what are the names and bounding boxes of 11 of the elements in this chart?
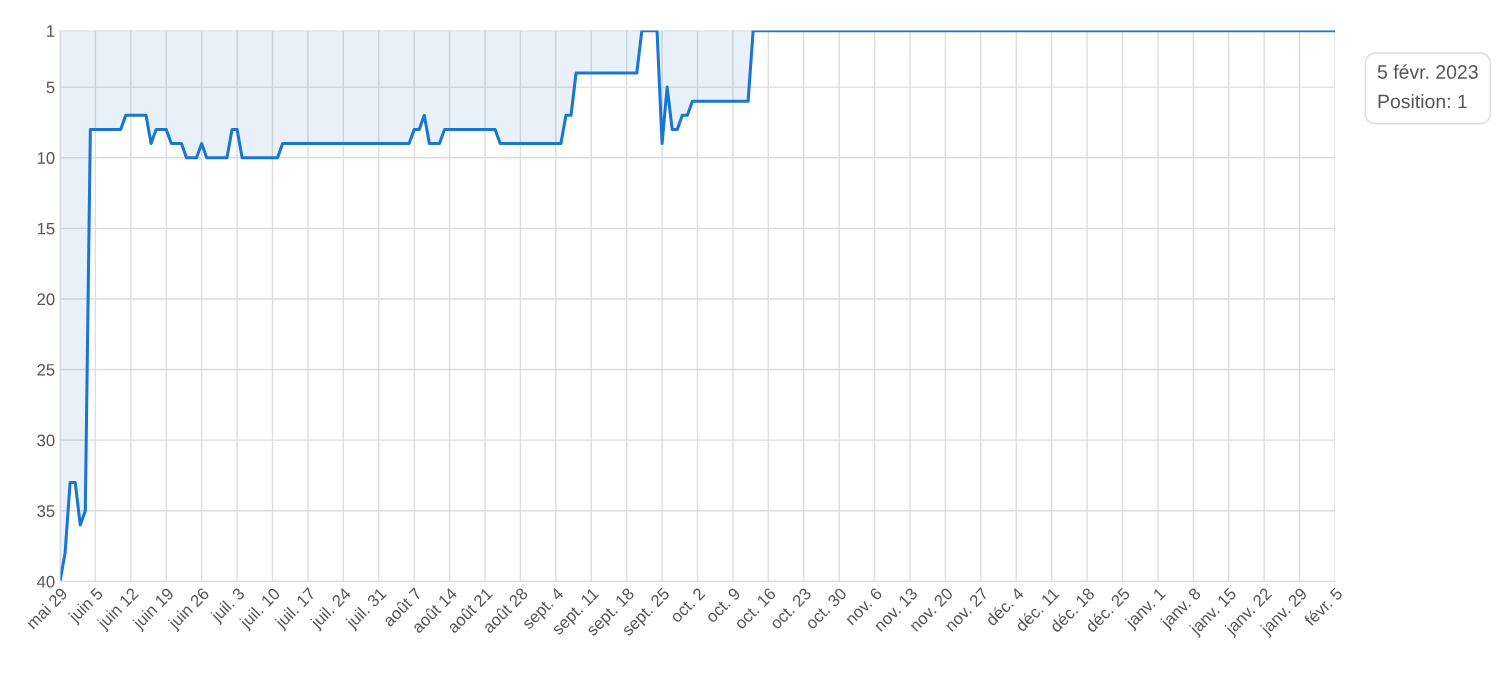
y-tick-label: 25 (37, 363, 55, 376)
y-tick-label: 35 (37, 505, 55, 517)
y-tick-label: 1 (47, 25, 55, 37)
y-tick-label: 10 (37, 152, 55, 164)
y-tick-label: 30 (37, 434, 55, 447)
y-tick-label: 15 (37, 222, 55, 235)
y-tick-label: 20 (37, 293, 55, 306)
text: 5 févr. 2023 Position: 1 (1377, 64, 1478, 109)
y-tick-label: 40 (36, 575, 55, 588)
y-tick-label: 5 (46, 81, 55, 94)
x-tick-label: oct. 2 (669, 587, 706, 624)
